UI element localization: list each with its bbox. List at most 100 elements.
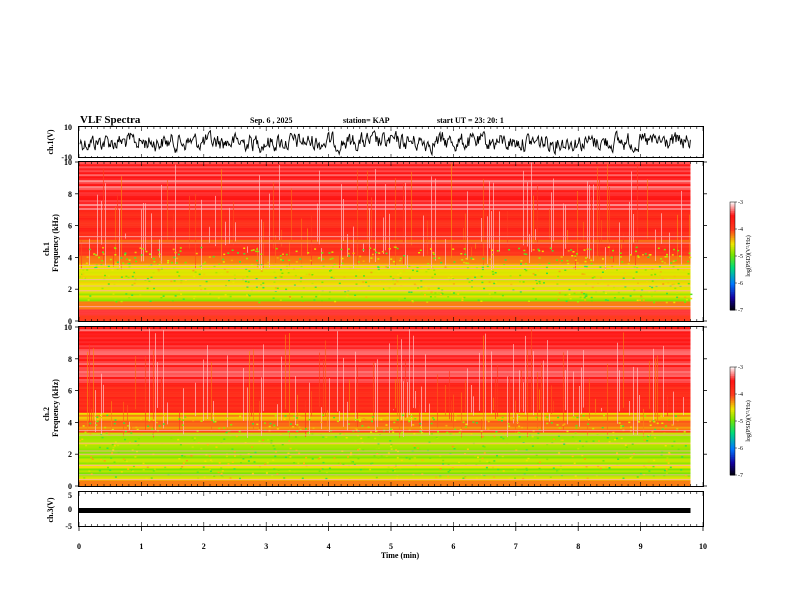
colorbar-swatch <box>730 270 735 273</box>
spec-streak <box>337 331 338 412</box>
spec-speckle <box>238 430 241 433</box>
spec-speckle <box>488 281 491 283</box>
spec-speckle <box>491 249 494 251</box>
spec-speckle <box>231 448 234 450</box>
spec-speckle <box>127 425 130 427</box>
spec-speckle <box>128 266 131 268</box>
spec-speckle <box>396 475 399 477</box>
spec-speckle <box>208 283 210 286</box>
spec-streak <box>211 362 212 432</box>
figure-title: VLF Spectra <box>80 114 141 126</box>
spec-speckle <box>140 254 143 256</box>
spec-speckle <box>206 444 209 446</box>
spec-speckle <box>483 446 486 448</box>
spec-streak <box>519 370 520 413</box>
spec-speckle <box>264 463 267 465</box>
colorbar-swatch <box>730 442 735 445</box>
spec-band <box>79 315 691 318</box>
spec-speckle <box>392 469 395 472</box>
spec-band <box>79 340 691 344</box>
spec-speckle <box>461 259 464 261</box>
spec-speckle <box>268 425 271 428</box>
spec-speckle <box>246 294 249 296</box>
spec-streak <box>419 404 420 426</box>
spec-band <box>79 197 691 201</box>
spec-streak <box>311 391 312 417</box>
ch2-spectrogram <box>79 327 691 487</box>
spec-band <box>79 263 691 266</box>
spec-band <box>79 456 691 459</box>
spec-band <box>79 195 691 199</box>
spec-speckle <box>392 431 395 433</box>
spec-speckle <box>408 419 411 422</box>
spec-speckle <box>296 430 299 432</box>
colorbar-swatch <box>730 286 735 289</box>
spec-speckle <box>612 249 614 252</box>
spec-speckle <box>503 433 506 435</box>
spec-speckle <box>687 273 690 275</box>
spec-speckle <box>273 271 276 273</box>
spec-speckle <box>690 293 693 296</box>
spec-speckle <box>227 432 230 435</box>
spec-speckle <box>512 417 515 420</box>
spec-streak <box>431 176 432 269</box>
spec-speckle <box>452 292 455 294</box>
spec-speckle <box>95 420 98 423</box>
spec-speckle <box>93 253 96 255</box>
spec-speckle <box>431 417 434 419</box>
spec-speckle <box>684 301 687 303</box>
spec-speckle <box>247 460 250 462</box>
spec-streak <box>527 182 528 247</box>
spec-speckle <box>225 431 228 434</box>
spec-band <box>79 233 691 236</box>
spec-streak <box>329 378 330 432</box>
spec-band <box>79 215 691 218</box>
spec-speckle <box>525 269 528 272</box>
spec-speckle <box>546 272 548 275</box>
spec-speckle <box>586 248 589 250</box>
spec-band <box>79 378 691 381</box>
spec-speckle <box>590 259 593 262</box>
colorbar-swatch <box>730 281 735 284</box>
spec-speckle <box>647 435 649 438</box>
spec-speckle <box>577 447 580 450</box>
colorbar-swatch <box>730 448 735 451</box>
colorbar-swatch <box>730 367 735 370</box>
spec-band <box>79 472 691 475</box>
spec-streak <box>295 376 296 425</box>
spec-speckle <box>635 271 638 273</box>
spec-speckle <box>464 426 467 428</box>
spec-speckle <box>605 292 607 294</box>
colorbar-swatch <box>730 419 735 422</box>
spec-streak <box>259 175 260 270</box>
spec-speckle <box>650 295 653 297</box>
spec-speckle <box>378 447 380 449</box>
spec-speckle <box>652 465 655 468</box>
spec-speckle <box>336 420 339 423</box>
colorbar-tick-label: -6 <box>738 446 743 452</box>
spec-speckle <box>256 423 259 426</box>
spec-speckle <box>135 271 138 274</box>
spec-speckle <box>666 470 668 473</box>
spec-streak <box>539 248 540 256</box>
spec-speckle <box>295 449 298 452</box>
spec-speckle <box>664 445 667 447</box>
spec-speckle <box>153 468 156 471</box>
spec-speckle <box>283 418 286 420</box>
colorbar-swatch <box>730 374 735 377</box>
spec-streak <box>277 404 278 427</box>
spec-speckle <box>661 422 664 424</box>
spec-speckle <box>684 445 687 447</box>
spec-speckle <box>653 459 656 462</box>
spec-speckle <box>447 475 450 478</box>
spec-band <box>79 245 691 248</box>
spec-speckle <box>325 477 328 480</box>
spec-streak <box>619 370 620 412</box>
spec-speckle <box>194 271 197 273</box>
spec-speckle <box>113 422 116 425</box>
spec-speckle <box>461 472 464 474</box>
spec-speckle <box>617 458 620 460</box>
spec-speckle <box>246 275 249 278</box>
x-tick-label: 2 <box>202 542 206 551</box>
